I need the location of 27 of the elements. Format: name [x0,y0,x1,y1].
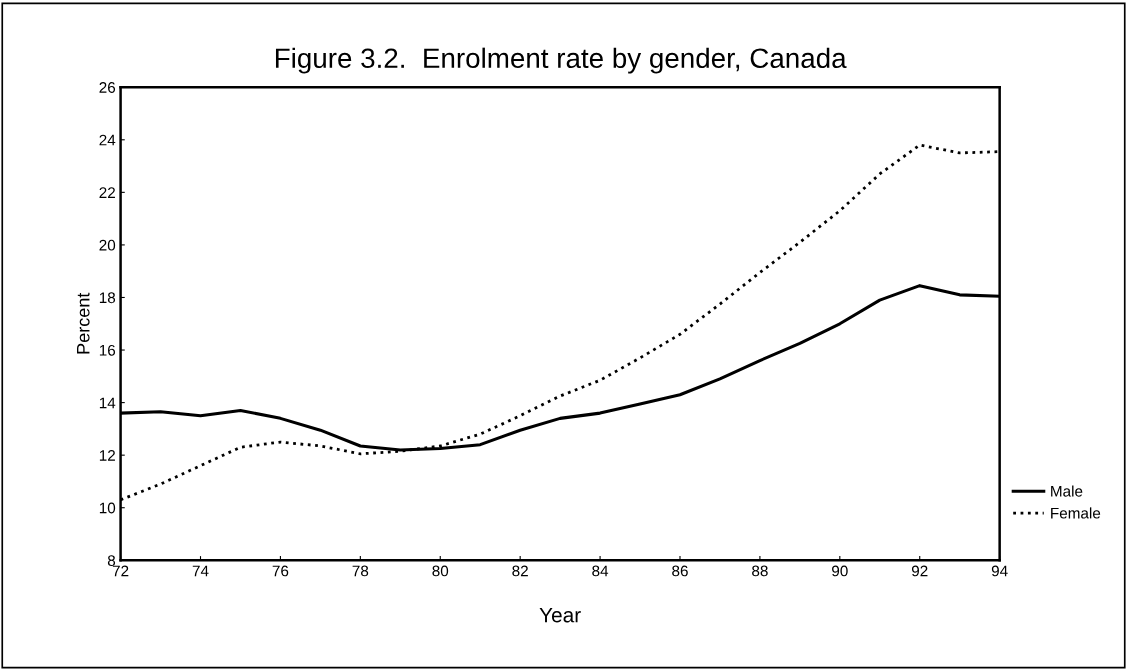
y-tick-label: 12 [99,450,115,461]
x-tick-label: 78 [352,565,369,577]
x-tick-label: 76 [272,565,289,577]
x-tick-label: 90 [832,565,848,577]
y-axis-title: Percent [77,292,90,354]
chart-title: Figure 3.2. Enrolment rate by gender, Canada [275,47,847,74]
x-tick-label: 88 [752,565,768,577]
y-tick-label: 20 [99,239,116,251]
x-tick-label: 94 [991,565,1008,577]
legend-label: Male [1051,485,1083,497]
y-tick-label: 22 [99,187,115,198]
y-tick-label: 8 [107,555,116,566]
y-tick-label: 18 [99,292,116,304]
legend-label: Female [1051,507,1101,519]
x-tick-label: 80 [432,565,449,577]
x-tick-label: 84 [592,565,609,577]
x-tick-label: 86 [672,565,688,577]
x-tick-label: 74 [192,565,209,577]
x-tick-label: 82 [512,565,528,577]
x-axis-title: Year [539,607,581,623]
x-tick-label: 92 [911,565,928,577]
y-tick-label: 14 [99,397,116,409]
y-tick-label: 10 [99,502,116,514]
x-tick-label: 72 [112,565,129,577]
y-tick-label: 24 [99,134,116,146]
y-tick-label: 26 [99,82,116,93]
y-tick-label: 16 [99,344,116,356]
